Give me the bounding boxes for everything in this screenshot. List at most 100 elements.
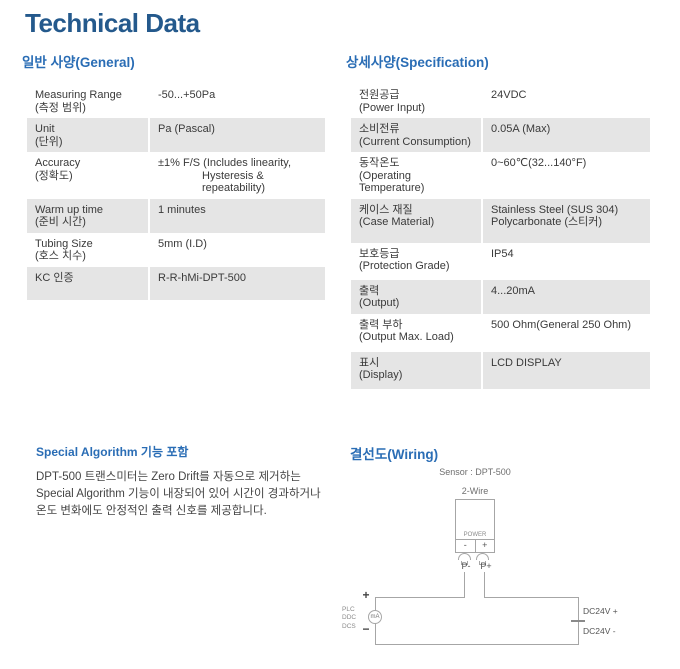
row-label: Measuring Range (측정 범위) — [27, 84, 148, 118]
row-label: 동작온도 (Operating Temperature) — [351, 152, 481, 199]
row-label-sub: (Operating Temperature) — [359, 169, 425, 195]
general-section: 일반 사양(General) Measuring Range (측정 범위) -50… — [22, 54, 325, 300]
algorithm-note-line: Special Algorithm 기능이 내장되어 있어 시간이 경과하거나 — [36, 487, 321, 500]
terminal-block: - + — [456, 538, 494, 552]
screw-terminal-icon — [476, 552, 489, 565]
spec-row: KC 인증 R-R-hMi-DPT-500 — [27, 266, 325, 300]
controller-labels: PLC DDC DCS — [342, 606, 356, 632]
spec-row: 표시 (Display) LCD DISPLAY — [351, 351, 650, 389]
meter-minus-sign: − — [362, 621, 370, 636]
row-value-line2: Polycarbonate (스티커) — [491, 216, 603, 228]
row-value-line2: Hysteresis & repeatability) — [202, 169, 265, 195]
spec-row: 케이스 재질 (Case Material) Stainless Steel (SU… — [351, 198, 650, 243]
sensor-box: POWER - + — [455, 498, 495, 553]
row-value: 1 minutes — [150, 198, 325, 233]
row-label-sub: (호스 치수) — [35, 250, 86, 262]
algorithm-note: Special Algorithm 기능 포함 DPT-500 트랜스미터는 Z… — [36, 443, 348, 520]
algorithm-note-line: 온도 변화에도 안정적인 출력 신호를 제공합니다. — [36, 504, 267, 517]
row-label: Tubing Size (호스 치수) — [27, 233, 148, 267]
row-label: 출력 (Output) — [351, 279, 481, 314]
supply-minus-label: DC24V - — [583, 625, 616, 636]
ma-meter-icon: mA — [368, 609, 382, 624]
spec-row: 출력 부하 (Output Max. Load) 500 Ohm(General 2… — [351, 314, 650, 352]
wire-line — [375, 596, 465, 598]
bottom-area: Special Algorithm 기능 포함 DPT-500 트랜스미터는 Z… — [0, 441, 680, 669]
spec-row: Unit (단위) Pa (Pascal) — [27, 118, 325, 152]
row-value: Stainless Steel (SUS 304) Polycarbonate (… — [483, 198, 650, 243]
row-label: Warm up time (준비 시간) — [27, 198, 148, 233]
wiring-section-title: 결선도(Wiring) — [350, 446, 439, 462]
row-value: IP54 — [491, 247, 514, 260]
row-value: -50...+50Pa — [158, 89, 216, 101]
general-section-title: 일반 사양(General) — [22, 55, 135, 70]
spec-row: 전원공급 (Power Input) 24VDC — [351, 84, 650, 118]
spec-row: Accuracy (정확도) ±1% F/S (Includes linearity… — [27, 152, 325, 199]
row-label-sub: (Display) — [359, 369, 403, 381]
sensor-name-label: Sensor : DPT-500 — [439, 466, 511, 477]
meter-plus-sign: + — [362, 587, 370, 602]
wire-line — [375, 643, 579, 645]
row-value: 5mm (I.D) — [158, 237, 207, 250]
row-value: 500 Ohm(General 250 Ohm) — [491, 318, 632, 331]
technical-data-page: Technical Data 일반 사양(General) Measuring … — [0, 8, 680, 664]
controller-label: DDC — [342, 614, 357, 621]
spec-row: Warm up time (준비 시간) 1 minutes — [27, 198, 325, 233]
power-label: POWER — [463, 531, 487, 538]
spec-row: 출력 (Output) 4...20mA — [351, 279, 650, 314]
battery-icon — [571, 619, 585, 622]
row-label: 케이스 재질 (Case Material) — [351, 198, 481, 243]
row-label: 보호등급 (Protection Grade) — [351, 243, 481, 280]
row-label-sub: (측정 범위) — [35, 101, 86, 114]
terminal-minus: - — [456, 539, 476, 552]
screw-terminal-icon — [458, 552, 471, 565]
wire-line — [484, 596, 579, 598]
page-title: Technical Data — [25, 8, 200, 38]
row-value: Pa (Pascal) — [150, 118, 325, 152]
spec-row: Tubing Size (호스 치수) 5mm (I.D) — [27, 233, 325, 267]
spec-tables-area: 일반 사양(General) Measuring Range (측정 범위) -50… — [0, 54, 680, 389]
algorithm-note-title: Special Algorithm 기능 포함 — [36, 444, 189, 459]
wiring-diagram: Sensor : DPT-500 2-Wire POWER - + P- P+ … — [340, 459, 680, 664]
row-label-sub: (정확도) — [35, 169, 73, 182]
spec-row: 보호등급 (Protection Grade) IP54 — [351, 243, 650, 280]
wire-type-label: 2-Wire — [461, 485, 489, 496]
row-label-sub: (Case Material) — [359, 216, 435, 228]
row-value: 4...20mA — [483, 279, 650, 314]
row-label-sub: (Power Input) — [359, 101, 426, 114]
row-label-sub: (Output Max. Load) — [359, 331, 454, 343]
row-value: 24VDC — [491, 89, 527, 101]
general-table: Measuring Range (측정 범위) -50...+50Pa Unit (단위… — [27, 84, 325, 300]
row-label: Accuracy (정확도) — [27, 152, 148, 199]
row-value: R-R-hMi-DPT-500 — [150, 266, 325, 300]
row-label-sub: (Protection Grade) — [359, 260, 450, 272]
row-value: LCD DISPLAY — [483, 351, 650, 389]
row-label-sub: (준비 시간) — [35, 216, 86, 228]
spec-row: 동작온도 (Operating Temperature) 0~60℃(32...14… — [351, 152, 650, 199]
pin-minus-label: P- — [461, 560, 471, 571]
row-label-sub: (Current Consumption) — [359, 135, 471, 148]
terminal-plus: + — [482, 539, 488, 550]
row-label: 소비전류 (Current Consumption) — [351, 118, 481, 152]
spec-row: 소비전류 (Current Consumption) 0.05A (Max) — [351, 118, 650, 152]
algorithm-note-line: DPT-500 트랜스미터는 Zero Drift를 자동으로 제거하는 — [36, 470, 301, 483]
row-label: 전원공급 (Power Input) — [351, 84, 481, 118]
row-value: 0~60℃(32...140°F) — [491, 157, 587, 169]
row-value: 0.05A (Max) — [483, 118, 650, 152]
specification-section-title: 상세사양(Specification) — [346, 55, 489, 70]
row-value: ±1% F/S (Includes linearity, Hysteresis &… — [150, 152, 325, 199]
row-label-sub: (단위) — [35, 135, 63, 148]
spec-row: Measuring Range (측정 범위) -50...+50Pa — [27, 84, 325, 118]
controller-label: DCS — [342, 622, 356, 630]
row-label: Unit (단위) — [27, 118, 148, 152]
row-label-sub: (Output) — [359, 297, 400, 309]
wire-line — [464, 571, 465, 597]
pin-plus-label: P+ — [480, 560, 492, 571]
supply-plus-label: DC24V + — [583, 605, 618, 616]
specification-table: 전원공급 (Power Input) 24VDC 소비전류 (Current Consu… — [351, 84, 650, 389]
controller-label: PLC — [342, 605, 355, 613]
row-label: 출력 부하 (Output Max. Load) — [351, 314, 481, 352]
row-label: 표시 (Display) — [351, 351, 481, 389]
specification-section: 상세사양(Specification) 전원공급 (Power Input) 24V… — [346, 54, 650, 389]
wire-line — [484, 571, 485, 597]
row-label: KC 인증 — [27, 266, 148, 300]
